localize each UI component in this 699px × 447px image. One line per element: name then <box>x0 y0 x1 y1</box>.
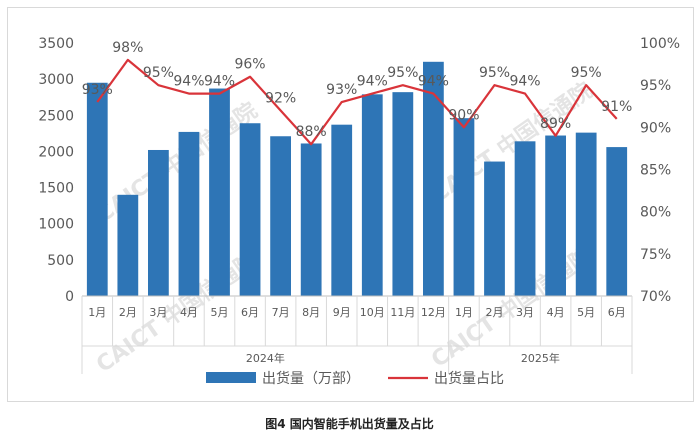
data-label: 95% <box>479 65 510 81</box>
x-tick-label: 4月 <box>180 306 198 319</box>
watermark: CAICT 中国信通院 <box>427 78 598 208</box>
data-label: 94% <box>204 74 235 90</box>
data-label: 95% <box>571 65 602 81</box>
bar <box>148 149 169 296</box>
x-tick-label: 11月 <box>390 306 415 319</box>
x-tick-label: 2月 <box>486 306 504 319</box>
bar <box>239 123 261 296</box>
bar <box>514 141 536 296</box>
legend-label: 出货量（万部） <box>262 370 360 387</box>
data-label: 94% <box>418 74 449 90</box>
legend-bar-swatch <box>206 372 256 383</box>
y-left-tick-label: 500 <box>47 253 74 269</box>
bar <box>453 118 475 296</box>
y-right-tick-label: 90% <box>640 120 671 136</box>
x-tick-label: 6月 <box>241 306 259 319</box>
bar <box>270 136 291 296</box>
data-label: 93% <box>326 82 357 98</box>
bar <box>545 135 566 296</box>
x-tick-label: 7月 <box>272 306 290 319</box>
data-label: 94% <box>173 74 204 90</box>
data-label: 91% <box>601 99 632 115</box>
x-tick-label: 3月 <box>149 306 167 319</box>
x-group-label: 2024年 <box>246 351 285 365</box>
x-tick-label: 5月 <box>211 306 229 319</box>
data-label: 92% <box>265 90 296 106</box>
watermark: CAICT 中国信通院 <box>92 98 263 228</box>
figure-caption: 图4 国内智能手机出货量及占比 <box>265 417 434 431</box>
x-tick-label: 10月 <box>360 306 385 319</box>
data-label: 94% <box>509 74 540 90</box>
bar <box>300 143 322 296</box>
y-left-tick-label: 3500 <box>38 36 74 52</box>
data-label: 93% <box>82 82 113 98</box>
data-label: 90% <box>448 107 479 123</box>
y-right-tick-label: 85% <box>640 163 671 179</box>
x-tick-label: 1月 <box>455 306 473 319</box>
watermark: CAICT 中国信通院 <box>427 243 598 373</box>
bar <box>331 124 353 296</box>
x-tick-label: 1月 <box>88 306 106 319</box>
y-left-tick-label: 3000 <box>38 72 74 88</box>
data-label: 95% <box>143 65 174 81</box>
y-right-tick-label: 70% <box>640 289 671 305</box>
data-label: 98% <box>112 40 143 56</box>
x-tick-label: 9月 <box>333 306 351 319</box>
x-group-label: 2025年 <box>521 351 560 365</box>
y-right-tick-label: 75% <box>640 247 671 263</box>
data-label: 89% <box>540 116 571 132</box>
y-left-tick-label: 2500 <box>38 108 74 124</box>
x-tick-label: 2月 <box>119 306 137 319</box>
data-label: 96% <box>234 57 265 73</box>
y-right-tick-label: 80% <box>640 205 671 221</box>
share-line <box>96 58 618 146</box>
bar <box>178 131 200 296</box>
x-tick-label: 12月 <box>421 306 446 319</box>
bar <box>484 161 505 296</box>
data-label: 94% <box>357 74 388 90</box>
bar <box>86 82 108 296</box>
bar <box>392 92 414 296</box>
x-tick-label: 6月 <box>608 306 626 319</box>
x-tick-label: 4月 <box>547 306 565 319</box>
legend-label: 出货量占比 <box>434 370 504 387</box>
watermark: CAICT 中国信通院 <box>92 248 263 378</box>
bar <box>209 88 230 296</box>
y-left-tick-label: 2000 <box>38 144 74 160</box>
y-right-tick-label: 95% <box>640 78 671 94</box>
data-label: 88% <box>296 124 327 140</box>
y-right-tick-label: 100% <box>640 36 680 52</box>
chart-svg: CAICT 中国信通院 CAICT 中国信通院 CAICT 中国信通院 CAICT 中… <box>38 36 680 387</box>
bar <box>423 61 444 297</box>
y-left-tick-label: 1000 <box>38 217 74 233</box>
y-left-tick-label: 0 <box>65 289 74 305</box>
x-tick-label: 8月 <box>302 306 320 319</box>
y-left-tick-label: 1500 <box>38 181 74 197</box>
bar <box>361 94 383 296</box>
bar <box>606 147 628 296</box>
chart-frame: CAICT 中国信通院 CAICT 中国信通院 CAICT 中国信通院 CAICT 中… <box>7 7 694 402</box>
x-tick-label: 5月 <box>577 306 595 319</box>
x-tick-label: 3月 <box>516 306 534 319</box>
bar <box>117 194 139 296</box>
data-label: 95% <box>387 65 418 81</box>
bar <box>575 132 597 296</box>
